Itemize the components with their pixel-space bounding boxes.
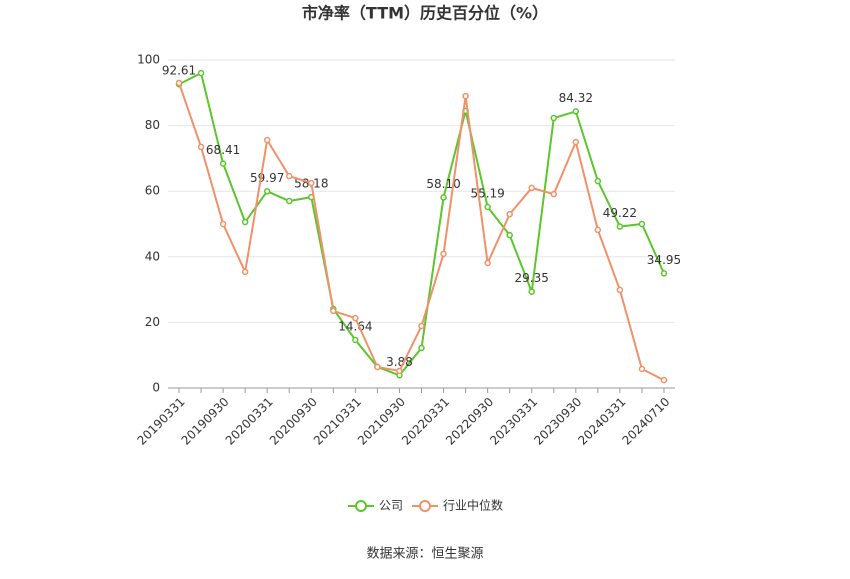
y-tick-label: 80 — [145, 118, 160, 132]
series-line — [178, 82, 665, 382]
point — [285, 197, 293, 205]
data-label: 55.19 — [470, 186, 504, 200]
point — [197, 69, 205, 77]
point — [374, 363, 381, 371]
point — [285, 172, 293, 180]
point — [484, 259, 491, 267]
point — [528, 288, 535, 295]
point — [506, 210, 513, 218]
y-tick-label: 0 — [152, 381, 160, 395]
data-label: 34.95 — [647, 253, 681, 267]
point — [616, 286, 624, 294]
point — [396, 367, 403, 375]
data-label: 92.61 — [162, 64, 196, 78]
point — [616, 223, 624, 230]
point — [219, 220, 227, 228]
data-label: 14.64 — [338, 319, 372, 333]
data-label: 29.35 — [515, 271, 549, 285]
point — [572, 108, 580, 115]
point — [440, 250, 447, 258]
point — [594, 226, 602, 234]
point — [418, 322, 425, 330]
point — [308, 179, 315, 187]
legend-marker — [355, 500, 367, 512]
point — [550, 114, 558, 122]
y-tick-label: 60 — [145, 184, 160, 198]
point — [197, 143, 205, 151]
point — [550, 190, 558, 198]
point — [638, 365, 646, 373]
series-line — [178, 71, 665, 377]
y-tick-label: 20 — [145, 315, 160, 329]
data-label: 58.10 — [426, 177, 460, 191]
point — [638, 220, 646, 228]
point — [263, 136, 271, 144]
legend-marker — [419, 500, 431, 512]
point — [418, 344, 425, 352]
point — [352, 336, 359, 344]
y-tick-label: 40 — [145, 249, 160, 263]
point — [594, 177, 602, 185]
point — [330, 307, 337, 315]
data-label: 84.32 — [559, 91, 593, 105]
point — [263, 188, 271, 195]
source: 数据来源：恒生聚源 — [366, 547, 483, 562]
data-label: 59.97 — [250, 171, 284, 185]
point — [241, 268, 249, 276]
point — [462, 92, 469, 100]
data-label: 3.88 — [386, 355, 413, 369]
point — [660, 270, 668, 277]
point — [528, 184, 535, 192]
point — [506, 231, 513, 239]
point — [352, 314, 359, 322]
data-label: 68.41 — [206, 143, 240, 157]
x-tick-label: 20240710 — [619, 395, 672, 448]
point — [572, 138, 580, 146]
y-tick-label: 100 — [137, 53, 160, 67]
chart-title: 市净率（TTM）历史百分位（%） — [302, 4, 548, 23]
data-label: 49.22 — [603, 206, 637, 220]
point — [484, 203, 491, 211]
point — [219, 160, 227, 167]
point — [241, 218, 249, 226]
point — [440, 194, 447, 201]
point — [660, 376, 668, 384]
legend-label: 公司 — [379, 499, 403, 513]
legend-label: 行业中位数 — [443, 498, 503, 513]
point — [175, 79, 183, 87]
